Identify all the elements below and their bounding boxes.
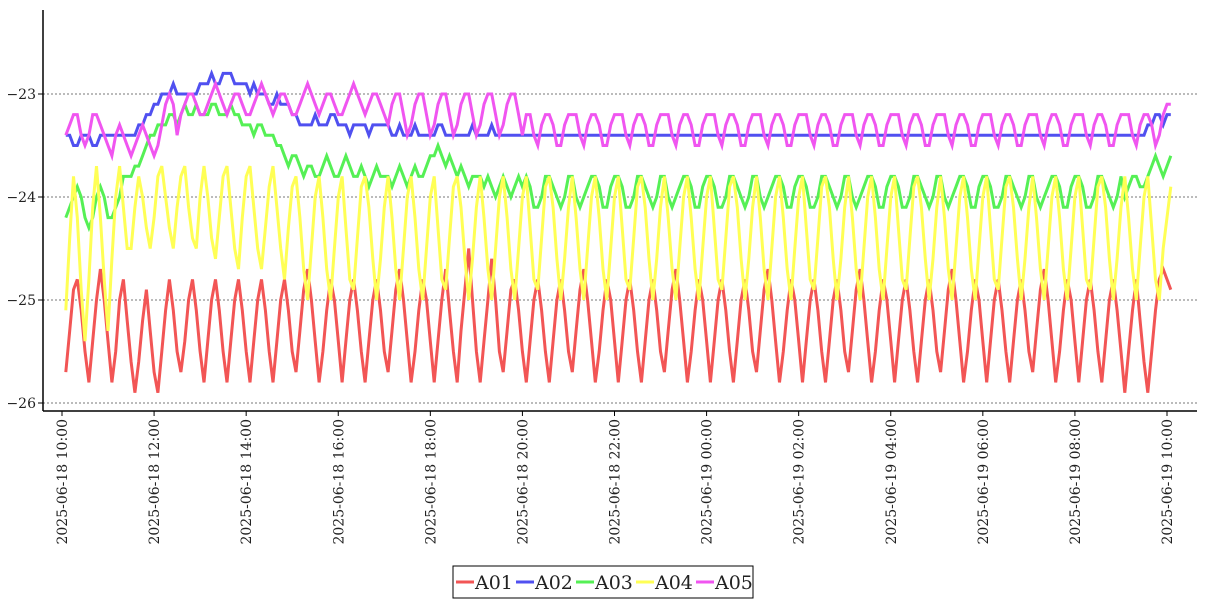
y-tick-label: −24 — [6, 190, 36, 206]
legend-label: A04 — [654, 572, 693, 594]
legend-item-a02[interactable]: A02 — [516, 572, 573, 594]
x-tick-label: 2025-06-19 04:00 — [884, 419, 900, 545]
legend-item-a01[interactable]: A01 — [456, 572, 513, 594]
series-lines — [64, 69, 1173, 393]
x-tick-label: 2025-06-18 22:00 — [608, 419, 624, 545]
legend-item-a04[interactable]: A04 — [636, 572, 693, 594]
x-tick-label: 2025-06-18 18:00 — [423, 419, 439, 545]
x-tick-label: 2025-06-19 00:00 — [700, 419, 716, 545]
x-tick-label: 2025-06-19 02:00 — [792, 419, 808, 545]
x-tick-label: 2025-06-18 20:00 — [515, 419, 531, 545]
legend-label: A05 — [714, 572, 753, 594]
x-axis-ticks: 2025-06-18 10:00 2025-06-18 12:00 2025-06-… — [55, 411, 1176, 545]
series-line-a04 — [64, 165, 1173, 342]
series-line-a01 — [64, 248, 1173, 393]
x-tick-label: 2025-06-18 14:00 — [239, 419, 255, 545]
x-tick-label: 2025-06-19 08:00 — [1068, 419, 1084, 545]
y-tick-label: −23 — [6, 87, 36, 103]
legend-item-a05[interactable]: A05 — [696, 572, 753, 594]
x-tick-label: 2025-06-18 10:00 — [55, 419, 71, 545]
legend-item-a03[interactable]: A03 — [576, 572, 633, 594]
x-tick-label: 2025-06-18 12:00 — [147, 419, 163, 545]
legend-label: A01 — [474, 572, 513, 594]
y-tick-label: −26 — [6, 396, 36, 412]
x-tick-label: 2025-06-18 16:00 — [331, 419, 347, 545]
x-tick-label: 2025-06-19 06:00 — [976, 419, 992, 545]
legend: A01 A02 A03 A04 A05 — [452, 565, 754, 599]
y-tick-label: −25 — [6, 293, 36, 309]
series-line-a05 — [64, 79, 1171, 162]
y-axis-ticks: −23 −24 −25 −26 — [6, 87, 43, 412]
legend-label: A02 — [534, 572, 573, 594]
x-tick-label: 2025-06-19 10:00 — [1160, 419, 1176, 545]
legend-label: A03 — [594, 572, 633, 594]
series-line-a02 — [65, 69, 1171, 147]
